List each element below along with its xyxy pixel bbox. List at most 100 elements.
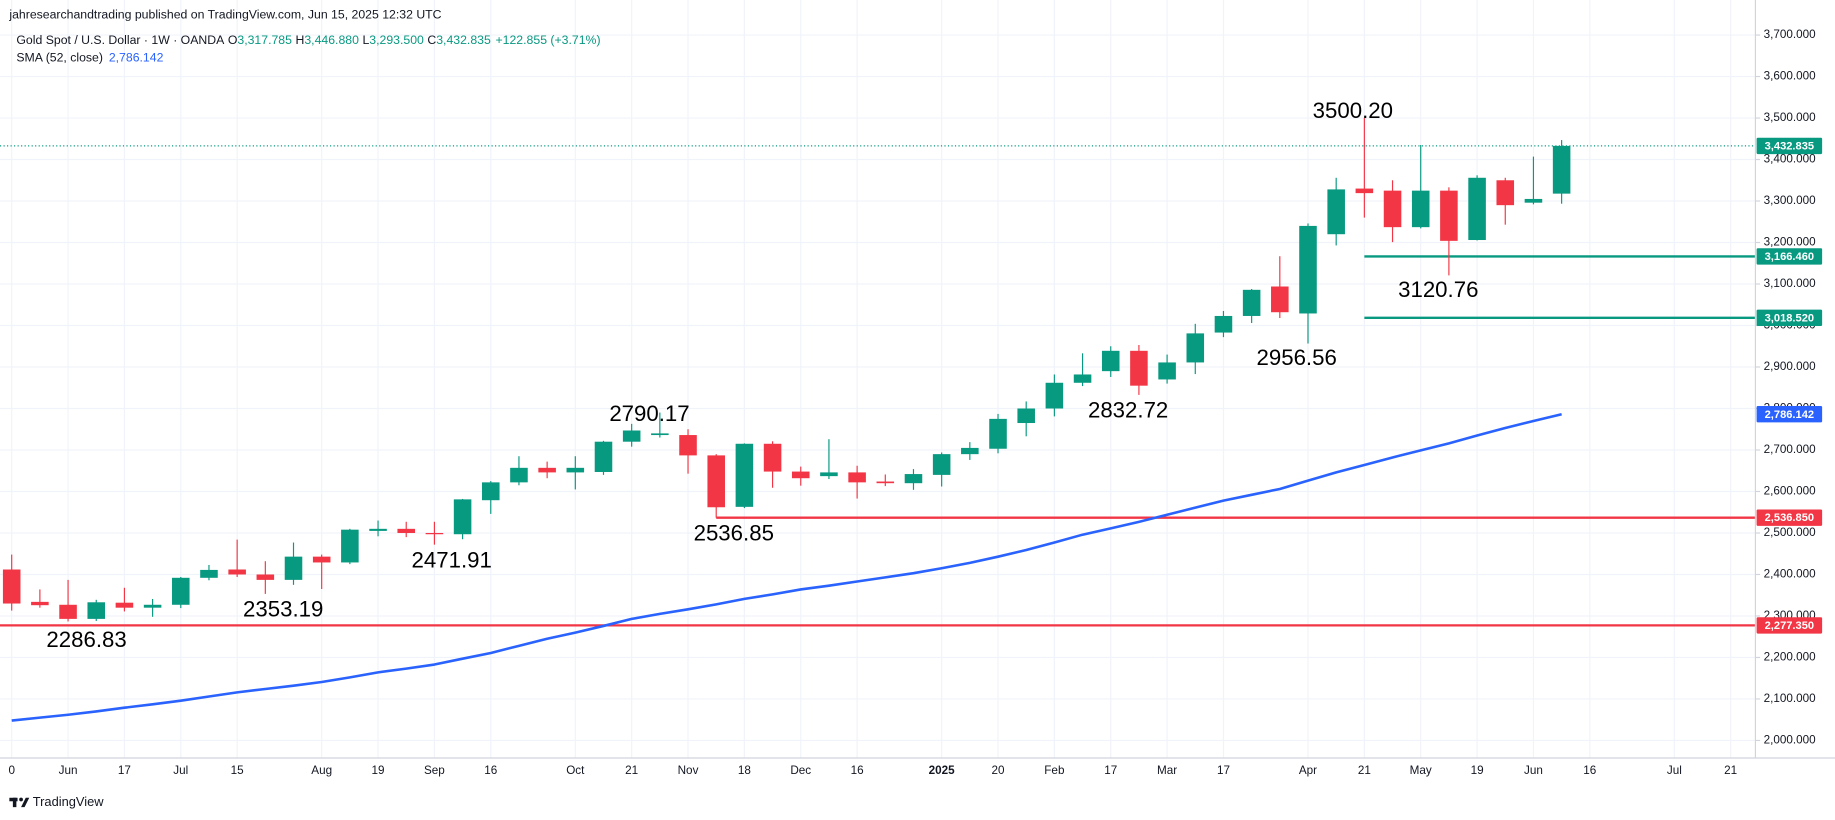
- x-tick-label: 21: [625, 764, 638, 777]
- candle-body: [481, 482, 500, 501]
- x-tick-label: 21: [1724, 764, 1737, 777]
- candle-body: [1073, 374, 1092, 383]
- candle-body: [425, 532, 444, 535]
- y-tick-label: 3,500.000: [1764, 111, 1817, 124]
- candle-body: [932, 454, 951, 475]
- x-tick-label: Jun: [59, 764, 78, 777]
- y-tick-label: 2,700.000: [1764, 443, 1817, 456]
- levels: [0, 145, 1756, 627]
- x-tick-label: 16: [1583, 764, 1596, 777]
- candle-body: [876, 481, 895, 484]
- annotations: 3500.20 3120.76 2956.56 2832.72 2790.17 2536.…: [46, 98, 1478, 652]
- logo-mark: [12, 797, 17, 808]
- legend-change: +122.855 (+3.71%): [496, 33, 601, 47]
- y-tick-label: 2,500.000: [1764, 526, 1817, 539]
- x-tick-label: 17: [118, 764, 131, 777]
- candle-body: [59, 604, 77, 619]
- grid: [0, 0, 1756, 759]
- candle-body: [453, 499, 472, 535]
- price-label: 2,536.850: [1765, 512, 1814, 524]
- y-tick-label: 3,100.000: [1764, 277, 1817, 290]
- indicator: [11, 412, 1562, 722]
- candle-body: [284, 556, 303, 580]
- price-label: 2,277.350: [1765, 620, 1814, 632]
- x-tick-label: 15: [231, 764, 245, 777]
- price-label: 3,018.520: [1765, 312, 1814, 324]
- legend-value: 3,432.835: [436, 33, 491, 47]
- price-label-box: [1756, 406, 1823, 423]
- x-tick-label: Nov: [678, 764, 699, 777]
- candle-body: [594, 441, 613, 472]
- x-tick-label: Sep: [424, 764, 445, 777]
- candle-body: [2, 569, 21, 604]
- candle-body: [989, 418, 1007, 449]
- legend-value: 3,293.500: [369, 33, 424, 47]
- candle-body: [1186, 333, 1205, 363]
- price-label-box: [1756, 509, 1823, 526]
- y-tick-label: 3,200.000: [1764, 236, 1817, 249]
- legend-key: H: [295, 33, 304, 47]
- sma-line: [11, 412, 1562, 722]
- candle-body: [31, 601, 49, 606]
- price-label: 3,166.460: [1765, 251, 1814, 263]
- candle-body: [1101, 350, 1120, 372]
- x-tick-label: 21: [1358, 764, 1371, 777]
- x-tick-label: Oct: [566, 764, 585, 777]
- y-tick-label: 3,600.000: [1764, 70, 1817, 83]
- candle-body: [566, 467, 585, 473]
- annotation: 2536.85: [694, 520, 774, 545]
- candle-body: [735, 443, 754, 507]
- candle-body: [1552, 145, 1571, 194]
- legend-key: C: [427, 33, 436, 47]
- candle-body: [1355, 188, 1374, 194]
- candle-body: [200, 569, 218, 578]
- x-tick-label: Jul: [1667, 764, 1682, 777]
- legend-symbol: Gold Spot / U.S. Dollar · 1W · OANDA: [16, 33, 225, 47]
- y-tick-label: 2,600.000: [1764, 485, 1817, 498]
- logo: [9, 797, 30, 808]
- x-tick-label: Jul: [173, 764, 188, 777]
- x-tick-label: Feb: [1044, 764, 1065, 777]
- candle-body: [369, 528, 387, 531]
- candle-body: [143, 604, 162, 608]
- y-tick-label: 2,200.000: [1764, 651, 1817, 664]
- candle-body: [1496, 180, 1515, 206]
- legend-main: Gold Spot / U.S. Dollar · 1W · OANDA O3,3…: [16, 33, 600, 47]
- x-tick-label: 17: [1217, 764, 1230, 777]
- annotation: 2471.91: [412, 547, 492, 572]
- y-tick-label: 3,400.000: [1764, 153, 1817, 166]
- y-tick-label: 2,000.000: [1764, 734, 1817, 747]
- x-tick-label: Mar: [1157, 764, 1177, 777]
- price-label: 3,432.835: [1765, 140, 1814, 152]
- candle-body: [1327, 189, 1345, 235]
- x-axis-area: [0, 758, 1835, 820]
- price-label-box: [1756, 248, 1823, 265]
- y-tick-label: 3,300.000: [1764, 194, 1817, 207]
- x-tick-label: Aug: [311, 764, 332, 777]
- candle-body: [341, 529, 359, 563]
- candle-body: [1214, 315, 1233, 333]
- candle-body: [115, 602, 134, 608]
- candle-body: [848, 472, 866, 483]
- x-tick-label: 0: [8, 764, 15, 777]
- annotation: 3120.76: [1398, 277, 1478, 302]
- x-tick-label: Jun: [1524, 764, 1543, 777]
- y-tick-label: 2,900.000: [1764, 360, 1817, 373]
- candle-body: [510, 467, 528, 483]
- logo-mark: [19, 797, 23, 802]
- x-tick-label: 16: [851, 764, 864, 777]
- candle-body: [1271, 286, 1289, 313]
- candle-body: [256, 574, 275, 580]
- axes: 2,000.0002,100.0002,200.0002,300.0002,40…: [8, 28, 1823, 777]
- candle-body: [763, 443, 782, 472]
- annotation: 2956.56: [1256, 345, 1336, 370]
- candle-body: [538, 467, 556, 473]
- price-label-box: [1756, 617, 1823, 634]
- x-tick-label: Dec: [790, 764, 811, 777]
- candle-body: [1242, 289, 1261, 316]
- candle-body: [1440, 190, 1458, 241]
- annotation: 3500.20: [1313, 98, 1393, 123]
- x-tick-label: 18: [738, 764, 751, 777]
- x-tick-label: May: [1410, 764, 1432, 777]
